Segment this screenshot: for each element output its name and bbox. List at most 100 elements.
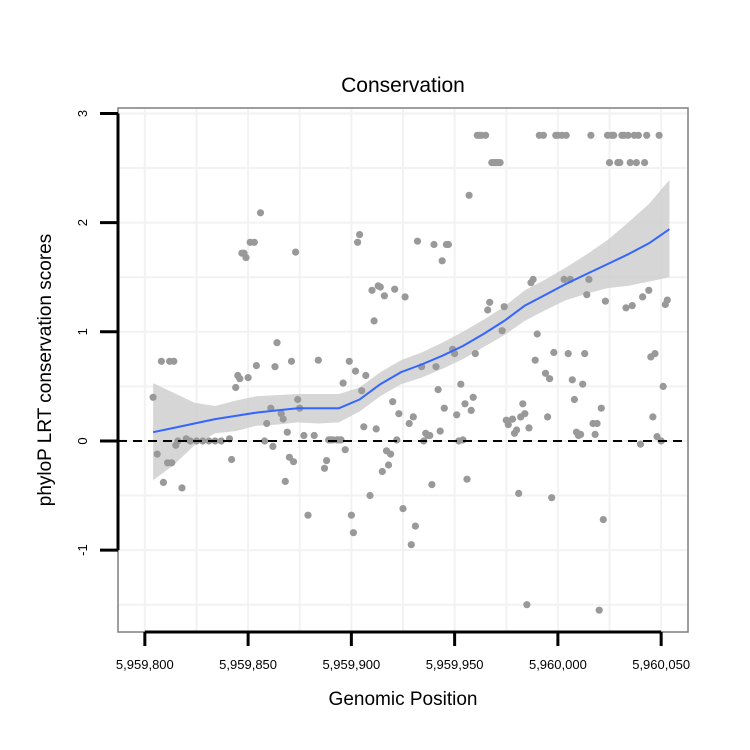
data-point [287,357,296,365]
data-point [498,327,506,335]
data-point [289,458,298,466]
data-point [362,371,370,380]
data-point [626,159,634,167]
data-point [323,457,331,465]
data-point [465,191,473,199]
x-tick-label: 5,959,950 [426,657,484,672]
data-point [659,382,667,390]
data-point [279,415,287,423]
data-point [541,369,550,377]
data-point [496,159,504,167]
data-point [649,413,657,421]
smooth-line [152,228,670,434]
data-point [310,431,318,440]
data-point [568,376,576,384]
data-point [428,481,436,489]
smooth-line-layer [152,228,670,434]
data-point [461,400,469,408]
data-point [467,406,475,414]
data-point [304,511,312,519]
data-point [643,131,651,139]
data-point [426,431,434,440]
data-point [564,350,572,358]
data-point [174,437,182,445]
data-point [605,159,614,167]
data-point [409,413,417,421]
y-tick-label: 0 [75,437,90,444]
data-point [570,395,579,404]
data-point [376,283,384,291]
data-point [639,293,647,301]
x-tick-label: 5,960,050 [632,657,690,672]
data-point [525,424,533,432]
data-point [273,339,281,347]
data-point [453,411,461,419]
data-point [244,374,252,382]
y-axis-label: phyloP LRT conservation scores [35,234,56,507]
data-point [345,357,353,365]
data-point [597,404,605,412]
data-point [577,430,585,438]
data-point [628,302,636,310]
data-point [389,398,397,406]
data-point [217,437,225,445]
data-point [591,430,599,438]
data-point [508,415,517,423]
data-point [178,484,186,492]
data-point [242,254,250,262]
data-point [281,477,289,485]
data-point [436,427,444,435]
x-tick-label: 5,960,000 [529,657,587,672]
data-point [519,400,527,408]
data-point [515,489,523,497]
y-tick-label: 3 [75,110,90,117]
data-point [651,350,659,358]
data-point [186,437,194,445]
y-tick-label: 1 [75,328,90,335]
data-point [546,375,554,383]
data-point [544,413,552,421]
points-layer [149,131,671,614]
data-point [391,285,399,293]
data-point [294,395,302,404]
data-point [622,304,630,312]
confidence-ribbon [153,180,670,481]
data-point [599,516,607,524]
data-point [463,475,471,483]
data-point [411,522,419,530]
data-point [292,248,300,256]
data-point [337,436,345,444]
data-point [168,459,176,467]
data-point [459,436,467,444]
data-point [199,437,207,445]
data-point [434,386,442,394]
data-point [387,450,395,458]
data-point [401,293,409,301]
data-point [341,446,349,454]
data-point [438,257,446,265]
data-point [236,375,244,383]
data-point [269,442,277,450]
data-point [579,380,587,388]
x-axis-label: Genomic Position [329,689,478,710]
confidence-ribbon-layer [153,180,670,481]
data-point [347,511,355,519]
data-point [157,357,165,365]
data-point [581,350,589,358]
data-point [349,529,357,537]
data-point [368,286,376,294]
data-point [500,303,508,311]
data-point [539,131,548,139]
data-point [250,238,258,246]
data-point [593,419,601,428]
data-point [232,383,240,392]
data-point [636,440,645,448]
y-tick-label: -1 [75,544,90,556]
data-point [300,431,308,440]
data-point [444,240,452,249]
data-point [587,131,595,139]
data-point [354,238,362,246]
data-point [339,379,347,387]
data-point [228,455,236,464]
